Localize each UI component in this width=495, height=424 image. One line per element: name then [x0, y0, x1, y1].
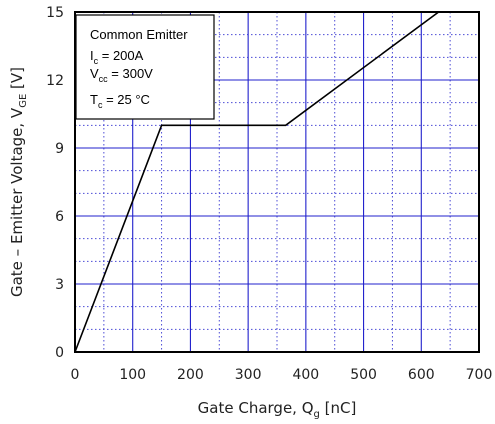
x-tick-label-4: 400 [292, 367, 319, 383]
legend-temperature-sub: c [98, 100, 103, 110]
y-tick-label-1: 3 [55, 277, 64, 293]
plot-frame [74, 11, 480, 353]
legend-voltage-rest: = 300V [108, 66, 154, 81]
conditions-legend: Common Emitter Ic = 200A Vcc = 300V Tc =… [75, 14, 215, 120]
x-tick-label-1: 100 [119, 367, 146, 383]
legend-current-rest: = 200A [98, 48, 144, 63]
y-tick-label-2: 6 [55, 209, 64, 225]
y-tick-label-3: 9 [55, 141, 64, 157]
legend-voltage-sub: cc [99, 74, 109, 84]
x-axis-label-text: Gate Charge, Q [198, 399, 314, 417]
x-axis-label-unit: [nC] [320, 399, 356, 417]
y-tick-labels: 0 3 6 9 12 15 [46, 5, 64, 361]
x-tick-label-2: 200 [177, 367, 204, 383]
y-tick-label-5: 15 [46, 5, 64, 21]
x-tick-label-0: 0 [71, 367, 80, 383]
x-tick-label-6: 600 [408, 367, 435, 383]
legend-temperature-main: T [90, 92, 98, 107]
legend-voltage-main: V [90, 66, 99, 81]
x-axis-label-sub: g [314, 409, 320, 420]
x-tick-label-5: 500 [350, 367, 377, 383]
legend-box [75, 14, 215, 120]
legend-line-temperature: Tc = 25 °C [90, 92, 150, 110]
x-tick-label-3: 300 [235, 367, 262, 383]
legend-title: Common Emitter [90, 27, 188, 42]
y-tick-label-0: 0 [55, 345, 64, 361]
series-group [74, 11, 440, 353]
y-axis-label: Gate – Emitter Voltage, VGE [V] [8, 67, 29, 297]
x-tick-labels: 0 100 200 300 400 500 600 700 [71, 367, 493, 383]
y-axis-label-sub: GE [18, 94, 29, 108]
y-axis-label-text: Gate – Emitter Voltage, V [8, 107, 26, 297]
series-line-0 [74, 11, 440, 353]
legend-current-sub: c [94, 56, 99, 66]
y-axis-label-unit: [V] [8, 67, 26, 94]
x-axis-label: Gate Charge, Qg [nC] [198, 399, 357, 420]
x-tick-label-7: 700 [466, 367, 493, 383]
legend-line-voltage: Vcc = 300V [90, 66, 153, 84]
legend-temperature-rest: = 25 °C [102, 92, 149, 107]
legend-current-main: I [90, 48, 94, 63]
y-tick-label-4: 12 [46, 73, 64, 89]
legend-line-current: Ic = 200A [90, 48, 144, 66]
